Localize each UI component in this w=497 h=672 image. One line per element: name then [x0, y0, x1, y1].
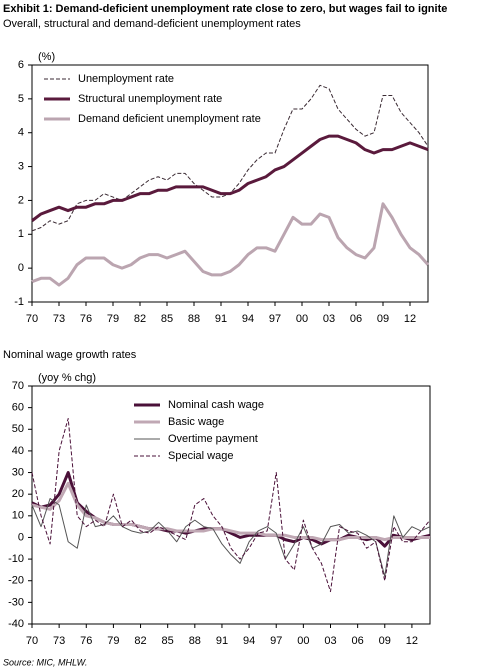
series-line — [31, 417, 431, 593]
series-line — [31, 481, 430, 542]
series-line — [31, 471, 431, 548]
x-tick-label: 00 — [296, 313, 308, 325]
legend-label: Demand deficient unemployment rate — [78, 113, 261, 125]
legend-label: Overtime payment — [168, 433, 258, 445]
y-tick-label: 1 — [18, 228, 24, 240]
x-tick-label: 12 — [406, 635, 418, 647]
y-tick-label: 10 — [12, 510, 24, 522]
series-line — [31, 498, 431, 577]
x-tick-label: 88 — [189, 635, 201, 647]
y-tick-label: 40 — [12, 445, 24, 457]
plot-frame — [31, 385, 431, 625]
y-axis-label: (yoy % chg) — [38, 372, 96, 384]
x-tick-label: 82 — [134, 313, 146, 325]
chart-title: Nominal wage growth rates — [3, 349, 137, 361]
x-tick-label: 91 — [215, 313, 227, 325]
chart-subtitle: Overall, structural and demand-deficient… — [3, 18, 301, 30]
x-tick-label: 70 — [26, 635, 38, 647]
y-tick-label: 6 — [18, 59, 24, 71]
page-title: Exhibit 1: Demand-deficient unemployment… — [3, 3, 447, 15]
x-tick-label: 03 — [323, 313, 335, 325]
legend-label: Unemployment rate — [78, 73, 174, 85]
x-tick-label: 06 — [350, 313, 362, 325]
x-tick-label: 76 — [80, 635, 92, 647]
y-tick-label: -20 — [8, 575, 24, 587]
x-tick-label: 94 — [243, 635, 255, 647]
y-tick-label: -10 — [8, 553, 24, 565]
x-tick-label: 97 — [269, 313, 281, 325]
y-tick-label: 60 — [12, 402, 24, 414]
legend-label: Structural unemployment rate — [78, 93, 222, 105]
x-tick-label: 03 — [324, 635, 336, 647]
plot-frame — [31, 64, 429, 303]
x-tick-label: 97 — [270, 635, 282, 647]
x-tick-label: 76 — [80, 313, 92, 325]
legend-label: Nominal cash wage — [168, 399, 264, 411]
x-tick-label: 85 — [161, 313, 173, 325]
y-tick-label: 70 — [12, 380, 24, 392]
y-tick-label: 4 — [18, 127, 24, 139]
x-tick-label: 94 — [242, 313, 254, 325]
x-tick-label: 73 — [53, 635, 65, 647]
legend-label: Special wage — [168, 450, 233, 462]
y-tick-label: -40 — [8, 618, 24, 630]
y-axis-label: (%) — [38, 51, 55, 63]
legend-label: Basic wage — [168, 416, 224, 428]
y-tick-label: -30 — [8, 596, 24, 608]
y-tick-label: 0 — [18, 531, 24, 543]
x-tick-label: 73 — [53, 313, 65, 325]
x-tick-label: 82 — [134, 635, 146, 647]
y-tick-label: 3 — [18, 160, 24, 172]
y-tick-label: 30 — [12, 466, 24, 478]
y-tick-label: 5 — [18, 93, 24, 105]
x-tick-label: 09 — [377, 313, 389, 325]
y-tick-label: 20 — [12, 488, 24, 500]
y-tick-label: -1 — [14, 296, 24, 308]
series-line — [31, 84, 429, 232]
x-tick-label: 00 — [297, 635, 309, 647]
y-tick-label: 2 — [18, 194, 24, 206]
series-line — [31, 134, 429, 222]
source: Source: MIC, MHLW. — [3, 657, 87, 667]
y-tick-label: 50 — [12, 423, 24, 435]
x-tick-label: 88 — [188, 313, 200, 325]
x-tick-label: 91 — [216, 635, 228, 647]
y-tick-label: 0 — [18, 262, 24, 274]
x-tick-label: 09 — [379, 635, 391, 647]
x-tick-label: 12 — [404, 313, 416, 325]
x-tick-label: 79 — [107, 313, 119, 325]
x-tick-label: 79 — [107, 635, 119, 647]
series-line — [31, 202, 430, 287]
x-tick-label: 06 — [352, 635, 364, 647]
x-tick-label: 70 — [26, 313, 38, 325]
x-tick-label: 85 — [162, 635, 174, 647]
